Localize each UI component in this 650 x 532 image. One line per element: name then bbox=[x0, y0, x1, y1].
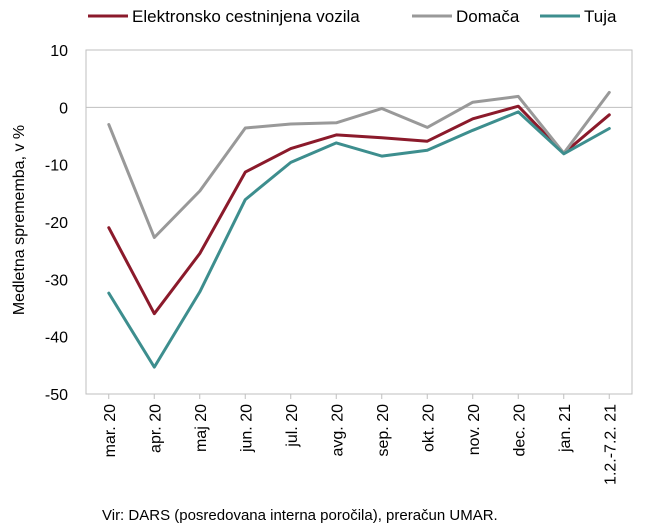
series-line-1 bbox=[107, 104, 611, 316]
x-tick-label: okt. 20 bbox=[420, 404, 437, 452]
y-axis-label: Medletna sprememba, v % bbox=[11, 125, 28, 315]
x-axis-ticks: mar. 20 apr. 20 maj 20 jun. 20 jul. 20 avg. 2… bbox=[102, 394, 619, 485]
legend-label-3: Tuja bbox=[584, 7, 617, 26]
y-tick-label: -50 bbox=[45, 387, 68, 404]
series-lines bbox=[107, 90, 611, 369]
series-line-2 bbox=[107, 90, 611, 239]
x-tick-label: 1.2.-7.2. 21 bbox=[602, 404, 619, 485]
x-tick-label: jul. 20 bbox=[284, 404, 301, 448]
x-tick-label: dec. 20 bbox=[511, 404, 528, 457]
source-note: Vir: DARS (posredovana interna poročila)… bbox=[102, 507, 498, 524]
x-tick-label: sep. 20 bbox=[375, 404, 392, 457]
y-tick-label: 10 bbox=[50, 43, 68, 60]
x-tick-label: apr. 20 bbox=[147, 404, 164, 453]
legend-label-2: Domača bbox=[456, 7, 520, 26]
x-tick-label: maj 20 bbox=[193, 404, 210, 452]
x-tick-label: mar. 20 bbox=[102, 404, 119, 457]
x-tick-label: avg. 20 bbox=[329, 404, 346, 457]
y-axis-ticks: 10 0 -10 -20 -30 -40 -50 bbox=[45, 43, 68, 404]
y-tick-label: -20 bbox=[45, 215, 68, 232]
y-tick-label: -10 bbox=[45, 158, 68, 175]
x-tick-label: jan. 21 bbox=[557, 404, 574, 453]
plot-area-frame bbox=[85, 49, 633, 395]
x-tick-label: jun. 20 bbox=[238, 404, 255, 453]
legend-label-1: Elektronsko cestninjena vozila bbox=[132, 7, 360, 26]
legend: Elektronsko cestninjena vozila Domača Tuja bbox=[88, 7, 617, 26]
y-tick-label: -30 bbox=[45, 272, 68, 289]
series-line-3 bbox=[107, 110, 611, 369]
x-tick-label: nov. 20 bbox=[466, 404, 483, 455]
y-tick-label: 0 bbox=[59, 100, 68, 117]
y-tick-label: -40 bbox=[45, 330, 68, 347]
